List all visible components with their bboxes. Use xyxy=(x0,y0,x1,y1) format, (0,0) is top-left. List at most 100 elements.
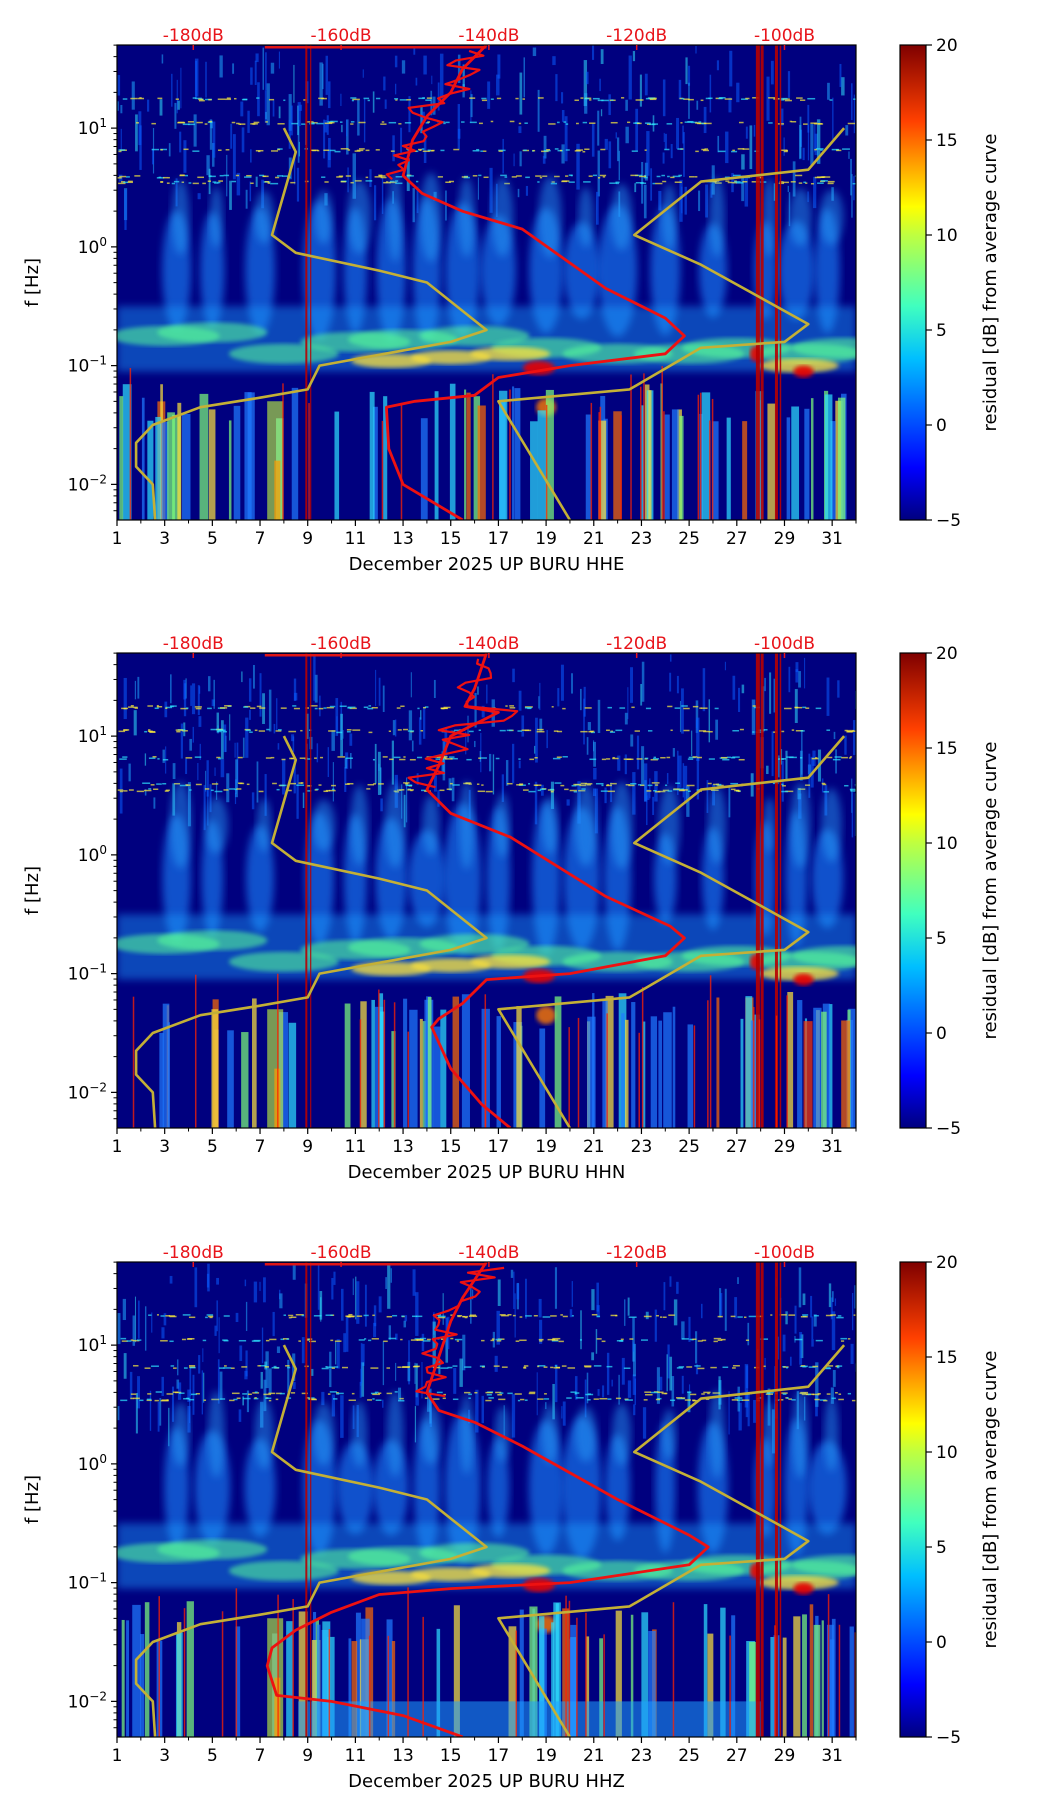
x-tick-label: 17 xyxy=(488,529,510,549)
y-tick-label: 100 xyxy=(78,1452,107,1475)
red-curve-jagged xyxy=(415,1266,505,1398)
x-tick-label: 27 xyxy=(726,1746,748,1766)
y-tick-label: 101 xyxy=(78,724,107,747)
x-tick-label: 23 xyxy=(631,529,653,549)
colorbar-tick-label: 0 xyxy=(936,1024,947,1044)
x-axis-label: December 2025 UP BURU HHE xyxy=(349,554,625,575)
panel-hhe: 1 3 5 7 9 11 13 15 17 19 21 23 25 27 29 3110110010−110−… xyxy=(22,26,1001,575)
colorbar-tick-label: 10 xyxy=(936,834,958,854)
colorbar-tick-label: 5 xyxy=(936,1538,947,1558)
x-tick-label: 21 xyxy=(583,1137,605,1157)
olive-curve-right xyxy=(497,127,846,520)
olive-curve-right xyxy=(497,735,846,1128)
x-tick-label: 29 xyxy=(774,1746,796,1766)
colorbar-tick-label: −5 xyxy=(936,1119,961,1139)
spectrogram xyxy=(117,653,856,1128)
x-tick-label: 19 xyxy=(535,1137,557,1157)
colorbar-label: residual [dB] from average curve xyxy=(980,741,1001,1039)
x-axis-label: December 2025 UP BURU HHN xyxy=(348,1162,626,1183)
db-tick-label: -140dB xyxy=(458,634,519,654)
y-tick-label: 100 xyxy=(78,843,107,866)
colorbar-tick-label: 5 xyxy=(936,929,947,949)
x-tick-label: 25 xyxy=(678,529,700,549)
x-tick-label: 5 xyxy=(207,1746,218,1766)
db-tick-label: -180dB xyxy=(163,1243,224,1263)
x-tick-label: 23 xyxy=(631,1137,653,1157)
panel-hhz: 1 3 5 7 9 11 13 15 17 19 21 23 25 27 29 3110110010−110−… xyxy=(22,1243,1001,1792)
x-tick-label: 9 xyxy=(302,1746,313,1766)
x-tick-label: 7 xyxy=(255,529,266,549)
x-tick-label: 1 xyxy=(112,529,123,549)
db-tick-label: -160dB xyxy=(311,26,372,46)
db-tick-label: -100dB xyxy=(754,634,815,654)
colorbar xyxy=(899,1261,927,1738)
x-tick-label: 31 xyxy=(821,1137,843,1157)
y-axis-label: f [Hz] xyxy=(22,1475,43,1524)
red-curve xyxy=(385,45,686,520)
db-tick-label: -100dB xyxy=(754,26,815,46)
colorbar-label: residual [dB] from average curve xyxy=(980,1350,1001,1648)
x-tick-label: 15 xyxy=(440,529,462,549)
db-tick-label: -160dB xyxy=(311,1243,372,1263)
colorbar-tick-label: 0 xyxy=(936,416,947,436)
x-tick-label: 31 xyxy=(821,529,843,549)
y-tick-label: 10−2 xyxy=(68,1080,107,1103)
colorbar-tick-label: 10 xyxy=(936,1443,958,1463)
x-axis-label: December 2025 UP BURU HHZ xyxy=(348,1771,625,1792)
db-tick-label: -140dB xyxy=(458,26,519,46)
x-tick-label: 19 xyxy=(535,1746,557,1766)
colorbar-tick-label: 20 xyxy=(936,644,958,664)
db-tick-label: -120dB xyxy=(606,26,667,46)
colorbar xyxy=(899,44,927,521)
colorbar xyxy=(899,652,927,1129)
db-tick-label: -120dB xyxy=(606,1243,667,1263)
y-axis-label: f [Hz] xyxy=(22,258,43,307)
y-tick-label: 10−1 xyxy=(68,962,107,985)
colorbar-tick-label: 15 xyxy=(936,739,958,759)
x-tick-label: 29 xyxy=(774,529,796,549)
red-curve-jagged xyxy=(407,658,519,789)
x-tick-label: 9 xyxy=(302,1137,313,1157)
y-tick-label: 10−1 xyxy=(68,1571,107,1594)
x-tick-label: 27 xyxy=(726,529,748,549)
y-tick-label: 100 xyxy=(78,235,107,258)
db-tick-label: -160dB xyxy=(311,634,372,654)
x-tick-label: 27 xyxy=(726,1137,748,1157)
colorbar-tick-label: −5 xyxy=(936,1728,961,1748)
db-tick-label: -180dB xyxy=(163,634,224,654)
x-tick-label: 5 xyxy=(207,529,218,549)
x-tick-label: 9 xyxy=(302,529,313,549)
colorbar-tick-label: 15 xyxy=(936,1348,958,1368)
colorbar-tick-label: 20 xyxy=(936,1253,958,1273)
x-tick-label: 29 xyxy=(774,1137,796,1157)
y-tick-label: 101 xyxy=(78,116,107,139)
red-curve-jagged xyxy=(385,49,485,181)
x-tick-label: 11 xyxy=(345,1746,367,1766)
x-tick-label: 13 xyxy=(392,1137,414,1157)
y-tick-label: 10−2 xyxy=(68,1689,107,1712)
x-tick-label: 11 xyxy=(345,1137,367,1157)
colorbar-tick-label: 10 xyxy=(936,226,958,246)
db-tick-label: -180dB xyxy=(163,26,224,46)
x-tick-label: 31 xyxy=(821,1746,843,1766)
panel-hhn: 1 3 5 7 9 11 13 15 17 19 21 23 25 27 29 3110110010−110−… xyxy=(22,634,1001,1183)
x-tick-label: 21 xyxy=(583,529,605,549)
x-tick-label: 7 xyxy=(255,1746,266,1766)
colorbar-tick-label: −5 xyxy=(936,511,961,531)
x-tick-label: 23 xyxy=(631,1746,653,1766)
x-tick-label: 5 xyxy=(207,1137,218,1157)
spectrogram xyxy=(117,45,856,520)
x-tick-label: 1 xyxy=(112,1746,123,1766)
x-tick-label: 11 xyxy=(345,529,367,549)
red-curve xyxy=(425,653,686,1128)
x-tick-label: 13 xyxy=(392,529,414,549)
db-tick-label: -100dB xyxy=(754,1243,815,1263)
colorbar-label: residual [dB] from average curve xyxy=(980,133,1001,431)
x-tick-label: 17 xyxy=(488,1746,510,1766)
x-tick-label: 13 xyxy=(392,1746,414,1766)
x-tick-label: 19 xyxy=(535,529,557,549)
db-tick-label: -120dB xyxy=(606,634,667,654)
olive-curve-left xyxy=(134,127,488,520)
colorbar-tick-label: 20 xyxy=(936,36,958,56)
